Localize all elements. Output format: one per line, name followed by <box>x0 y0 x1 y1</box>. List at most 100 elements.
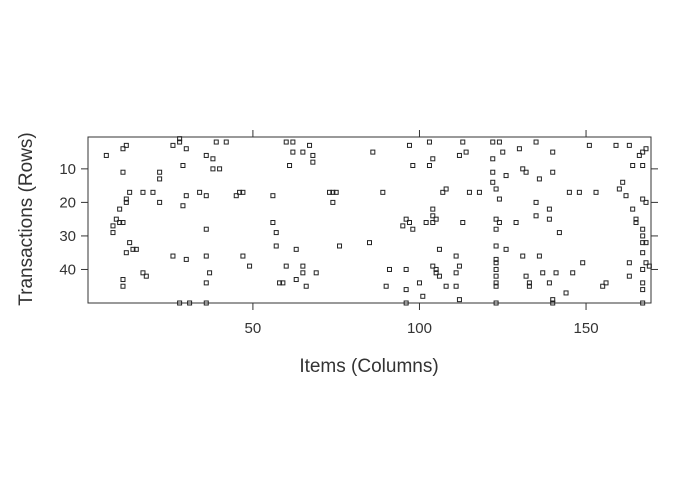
data-point <box>493 260 499 266</box>
data-point <box>493 226 499 232</box>
data-point <box>456 263 462 269</box>
data-point <box>410 163 416 169</box>
data-point <box>503 246 509 252</box>
data-point <box>626 273 632 279</box>
data-point <box>123 250 129 256</box>
data-point <box>400 223 406 229</box>
data-point <box>430 156 436 162</box>
data-point <box>640 226 646 232</box>
data-point <box>526 280 532 286</box>
data-point <box>640 163 646 169</box>
data-point <box>496 220 502 226</box>
y-tick-label: 40 <box>59 261 76 278</box>
data-point <box>493 243 499 249</box>
data-point <box>273 230 279 236</box>
data-point <box>493 266 499 272</box>
y-tick-label: 10 <box>59 161 76 178</box>
data-point <box>283 263 289 269</box>
data-point <box>503 173 509 179</box>
data-point <box>553 270 559 276</box>
data-point <box>533 199 539 205</box>
data-point <box>290 149 296 155</box>
data-point <box>640 300 646 306</box>
data-point <box>430 263 436 269</box>
data-point <box>640 149 646 155</box>
data-point <box>287 163 293 169</box>
data-point <box>183 193 189 199</box>
data-point <box>460 220 466 226</box>
data-point <box>490 139 496 145</box>
data-point <box>430 213 436 219</box>
data-point <box>476 189 482 195</box>
x-axis: 50 100 150 <box>245 130 599 337</box>
data-point <box>456 297 462 303</box>
data-point <box>633 216 639 222</box>
data-point <box>123 199 129 205</box>
data-point <box>460 139 466 145</box>
data-point <box>290 139 296 145</box>
y-tick-label: 20 <box>59 194 76 211</box>
data-point <box>127 240 133 246</box>
data-point <box>177 139 183 145</box>
data-point <box>310 152 316 158</box>
data-point <box>493 216 499 222</box>
data-point <box>120 146 126 152</box>
data-point <box>420 293 426 299</box>
data-point <box>103 152 109 158</box>
data-point <box>386 266 392 272</box>
data-point <box>630 163 636 169</box>
data-point <box>210 166 216 172</box>
data-point <box>140 189 146 195</box>
data-point <box>330 189 336 195</box>
data-point <box>443 186 449 192</box>
data-point <box>436 246 442 252</box>
data-point <box>643 240 649 246</box>
data-point <box>546 206 552 212</box>
data-point <box>133 246 139 252</box>
data-point <box>207 270 213 276</box>
data-point <box>550 297 556 303</box>
data-point <box>140 270 146 276</box>
data-point <box>640 287 646 293</box>
data-point <box>223 139 229 145</box>
data-point <box>453 253 459 259</box>
data-point <box>197 189 203 195</box>
data-point <box>536 253 542 259</box>
data-point <box>337 243 343 249</box>
data-point <box>423 220 429 226</box>
data-point <box>120 220 126 226</box>
data-point <box>630 206 636 212</box>
data-point <box>586 142 592 148</box>
data-point <box>433 266 439 272</box>
data-point <box>643 260 649 266</box>
data-point <box>330 199 336 205</box>
data-point <box>270 220 276 226</box>
data-point <box>170 253 176 259</box>
data-point <box>643 146 649 152</box>
data-point <box>550 169 556 175</box>
data-point <box>513 220 519 226</box>
data-point <box>177 136 183 142</box>
data-point <box>157 169 163 175</box>
data-point <box>117 206 123 212</box>
data-point <box>157 199 163 205</box>
x-tick-label: 100 <box>407 320 432 337</box>
x-tick-label: 150 <box>574 320 599 337</box>
data-point <box>187 300 193 306</box>
data-point <box>516 146 522 152</box>
data-point <box>300 263 306 269</box>
data-point <box>120 277 126 283</box>
data-point <box>490 169 496 175</box>
data-point <box>150 189 156 195</box>
data-point <box>533 139 539 145</box>
data-point <box>127 189 133 195</box>
data-point <box>283 139 289 145</box>
data-point <box>180 163 186 169</box>
data-point <box>313 270 319 276</box>
data-point <box>463 149 469 155</box>
data-point <box>620 179 626 185</box>
data-point <box>436 273 442 279</box>
data-point <box>563 290 569 296</box>
data-point <box>566 189 572 195</box>
